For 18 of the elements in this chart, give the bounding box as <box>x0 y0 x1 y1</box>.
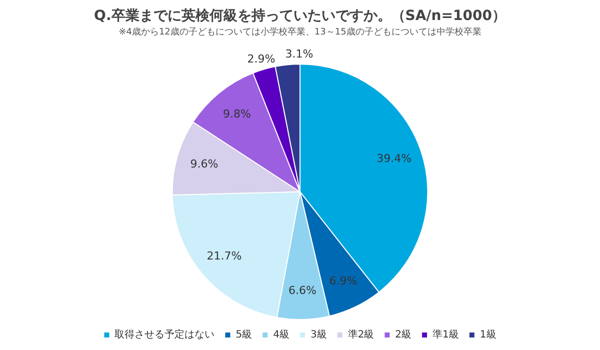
data-label: 6.9% <box>329 274 358 288</box>
legend-label: 準1級 <box>432 328 459 341</box>
data-label: 9.6% <box>190 157 218 170</box>
chart-title: Q.卒業までに英検何級を持っていたいですか。（SA/n=1000） <box>94 7 506 24</box>
data-label: 3.1% <box>285 48 314 61</box>
legend-label: 取得させる予定はない <box>114 328 215 341</box>
legend-label: 3級 <box>310 330 327 341</box>
data-label: 21.7% <box>206 249 242 262</box>
data-label: 9.8% <box>223 108 251 121</box>
legend-label: 5級 <box>236 330 252 341</box>
data-label: 2.9% <box>247 52 276 66</box>
legend-label: 2級 <box>395 330 412 341</box>
data-label: 6.6% <box>288 284 316 298</box>
data-label: 39.4% <box>376 152 412 166</box>
legend-label: 4級 <box>273 330 290 341</box>
legend-label: 1級 <box>480 330 496 341</box>
chart-subtitle: ※4歳から12歳の子どもについては小学校卒業、13～15歳の子どもについては中学校卒業 <box>118 26 482 38</box>
legend-label: 準2級 <box>348 328 374 341</box>
